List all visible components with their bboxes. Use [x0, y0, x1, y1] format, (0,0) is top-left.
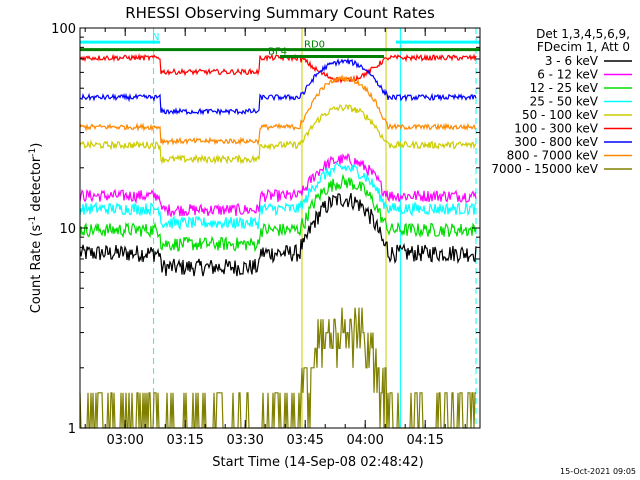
x-tick-label-0: 03:00	[106, 433, 143, 448]
legend-label-5: 100 - 300 keV	[514, 122, 598, 136]
y-axis-label: Count Rate (s-1 detector-1)	[28, 143, 44, 314]
flag-label-0: N	[152, 32, 159, 43]
flag-bars: N RD0 BF4	[80, 32, 480, 59]
series-line-2	[79, 173, 477, 253]
legend-label-3: 25 - 50 keV	[530, 95, 599, 109]
legend-label-6: 300 - 800 keV	[514, 135, 598, 149]
series-line-5	[79, 53, 477, 84]
series-line-8	[79, 307, 476, 429]
legend: Det 1,3,4,5,6,9,FDecim 1, Att 03 - 6 keV…	[491, 27, 632, 176]
series-line-1	[79, 153, 477, 218]
series-line-6	[79, 57, 477, 117]
x-tick-label-4: 04:00	[346, 433, 383, 448]
legend-label-0: 3 - 6 keV	[545, 54, 599, 68]
x-tick-label-3: 03:45	[286, 433, 323, 448]
legend-header-1: FDecim 1, Att 0	[537, 40, 630, 54]
x-tick-label-2: 03:30	[226, 433, 263, 448]
x-axis-label: Start Time (14-Sep-08 02:48:42)	[212, 455, 423, 470]
series-line-7	[79, 74, 477, 146]
x-tick-label-1: 03:15	[166, 433, 203, 448]
y-tick-label-2: 100	[51, 22, 76, 37]
legend-label-8: 7000 - 15000 keV	[491, 162, 598, 176]
legend-label-4: 50 - 100 keV	[522, 108, 599, 122]
marker-lines	[79, 28, 477, 428]
y-tick-label-1: 10	[59, 222, 76, 237]
x-tick-label-5: 04:15	[406, 433, 443, 448]
flag-label-2: BF4	[268, 47, 287, 58]
footer-date: 15-Oct-2021 09:05	[560, 467, 636, 476]
flag-label-1: RD0	[304, 40, 325, 51]
chart-title: RHESSI Observing Summary Count Rates	[125, 4, 435, 22]
series-line-4	[79, 104, 477, 165]
axis-group: 1 10 100 03:00 03:15 03:30 03:45 04:00 04:15	[51, 22, 480, 448]
legend-header-0: Det 1,3,4,5,6,9,	[536, 27, 630, 41]
legend-label-1: 6 - 12 keV	[537, 68, 599, 82]
series-line-0	[79, 192, 477, 277]
legend-label-2: 12 - 25 keV	[530, 81, 599, 95]
series-group	[79, 53, 477, 429]
legend-label-7: 800 - 7000 keV	[507, 149, 599, 163]
y-tick-label-0: 1	[68, 422, 76, 437]
series-line-3	[79, 161, 477, 231]
